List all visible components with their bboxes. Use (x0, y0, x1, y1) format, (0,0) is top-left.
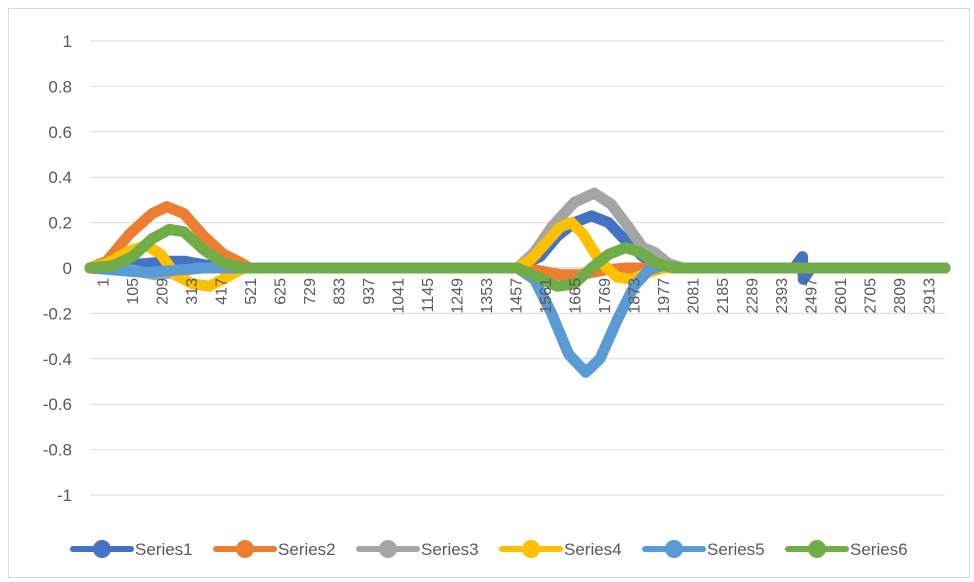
legend-label: Series2 (278, 540, 336, 559)
x-tick-label: 937 (361, 278, 378, 305)
legend: Series1 Series2 Series3 Series4 Series5 Serie… (70, 540, 908, 559)
x-tick-label: 1353 (479, 278, 496, 314)
y-tick-label: -0.4 (43, 350, 72, 369)
x-tick-label: 313 (184, 278, 201, 305)
x-tick-label: 2081 (685, 278, 702, 314)
series-group (84, 187, 951, 378)
x-tick-label: 1145 (420, 278, 437, 313)
y-tick-label: -0.8 (43, 441, 72, 460)
x-tick-label: 2705 (862, 278, 879, 314)
legend-item-series3: Series3 (356, 540, 479, 559)
x-tick-label: 521 (243, 278, 260, 305)
x-tick-label: 1041 (391, 278, 408, 314)
legend-item-series5: Series5 (642, 540, 765, 559)
x-tick-label: 417 (214, 278, 231, 305)
y-tick-label: -1 (57, 486, 72, 505)
legend-item-series6: Series6 (785, 540, 908, 559)
y-tick-label: 0.2 (48, 214, 72, 233)
x-tick-label: 2185 (715, 278, 732, 314)
x-tick-label: 625 (273, 278, 290, 305)
legend-label: Series3 (421, 540, 479, 559)
legend-label: Series4 (564, 540, 622, 559)
y-tick-label: 0.8 (48, 77, 72, 96)
x-tick-label: 1 (96, 278, 113, 287)
x-tick-label: 1561 (538, 278, 555, 314)
y-axis-labels: 1 0.8 0.6 0.4 0.2 0 -0.2 -0.4 -0.6 -0.8 -1 (43, 32, 72, 505)
x-tick-label: 2289 (744, 278, 761, 314)
y-tick-label: -0.2 (43, 304, 72, 323)
x-tick-label: 729 (302, 278, 319, 305)
x-tick-label: 2601 (833, 278, 850, 314)
y-tick-label: 0 (63, 259, 72, 278)
x-tick-label: 2809 (892, 278, 909, 314)
y-tick-label: 0.4 (48, 168, 72, 187)
legend-label: Series5 (707, 540, 765, 559)
legend-marker (522, 540, 540, 558)
y-tick-label: 1 (63, 32, 72, 51)
legend-marker (93, 540, 111, 558)
series-line-series6 (84, 223, 951, 292)
legend-marker (665, 540, 683, 558)
y-tick-label: 0.6 (48, 123, 72, 142)
x-tick-label: 1977 (656, 278, 673, 314)
x-tick-label: 833 (332, 278, 349, 305)
x-tick-label: 1769 (597, 278, 614, 314)
series-line-series4 (84, 217, 951, 292)
x-tick-label: 1249 (450, 278, 467, 314)
legend-label: Series6 (850, 540, 908, 559)
x-tick-label: 1873 (626, 278, 643, 314)
series-line-series5 (84, 260, 951, 378)
x-axis-labels: 1 105 209 313 417 521 625 729 833 937 1041 1145 1249… (96, 278, 939, 314)
legend-item-series4: Series4 (499, 540, 622, 559)
legend-marker (379, 540, 397, 558)
x-tick-label: 1457 (509, 278, 526, 314)
y-tick-label: -0.6 (43, 395, 72, 414)
legend-label: Series1 (135, 540, 193, 559)
legend-marker (236, 540, 254, 558)
legend-item-series2: Series2 (213, 540, 336, 559)
legend-item-series1: Series1 (70, 540, 193, 559)
x-tick-label: 209 (155, 278, 172, 305)
series-line-series1 (84, 210, 951, 285)
chart-area: 1 0.8 0.6 0.4 0.2 0 -0.2 -0.4 -0.6 -0.8 -1 1 105 209 3… (8, 8, 970, 578)
x-tick-label: 105 (125, 278, 142, 305)
x-tick-label: 2393 (774, 278, 791, 314)
x-tick-label: 2913 (921, 278, 938, 314)
legend-marker (808, 540, 826, 558)
x-tick-label: 2497 (803, 278, 820, 314)
line-chart: 1 0.8 0.6 0.4 0.2 0 -0.2 -0.4 -0.6 -0.8 -1 1 105 209 3… (43, 32, 951, 559)
x-tick-label: 1665 (567, 278, 584, 314)
